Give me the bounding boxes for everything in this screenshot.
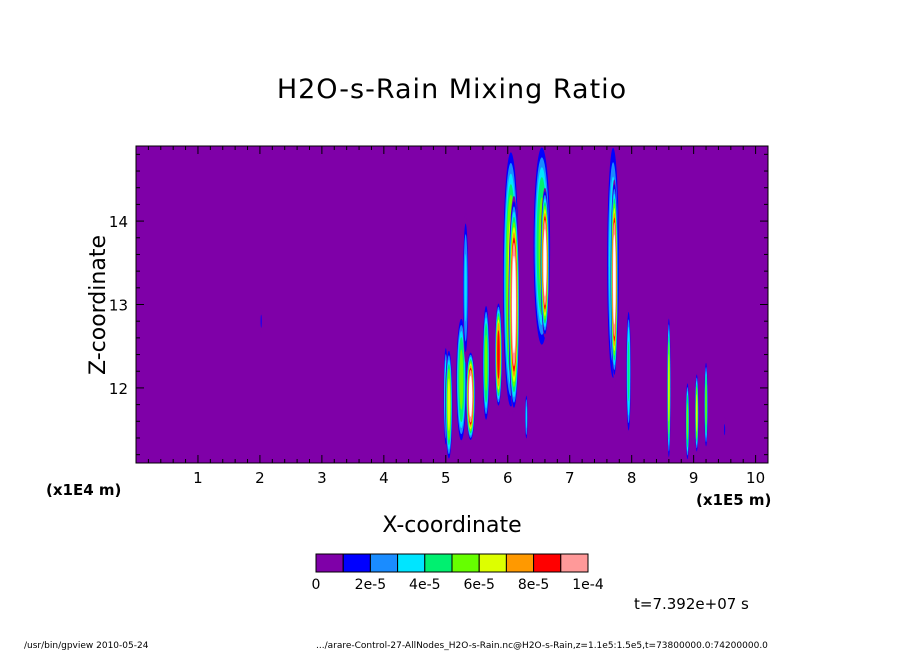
- x-tick-label: 8: [627, 469, 637, 487]
- y-tick-label: 13: [109, 297, 128, 315]
- colorbar-swatch: [505, 553, 535, 573]
- colorbar-tick-label: 2e-5: [355, 577, 386, 593]
- heatmap-cell-core: [543, 229, 547, 297]
- x-tick-label: 6: [503, 469, 513, 487]
- colorbar-swatch: [315, 553, 344, 573]
- x-tick-label: 1: [193, 469, 203, 487]
- heatmap-cell-core: [686, 402, 689, 441]
- heatmap-cell-core: [627, 341, 630, 402]
- heatmap-cell-core: [668, 354, 670, 422]
- heatmap-cell-core: [260, 314, 262, 328]
- heatmap-cell-core: [468, 375, 473, 417]
- heatmap-cells: [259, 146, 727, 463]
- y-tick-label: 14: [109, 213, 128, 231]
- colorbar-swatch: [533, 553, 562, 573]
- x-tick-label: 4: [379, 469, 389, 487]
- colorbar-swatch: [560, 553, 589, 573]
- x-tick-label: 10: [746, 469, 765, 487]
- x-scale-label: (x1E5 m): [696, 491, 772, 509]
- x-tick-label: 9: [689, 469, 699, 487]
- heatmap-cell-core: [525, 405, 527, 429]
- colorbar-tick-label: 6e-5: [463, 577, 494, 593]
- heatmap-cell-core: [613, 234, 616, 325]
- colorbar-tick-label: 0: [312, 577, 321, 593]
- time-label: t=7.392e+07 s: [634, 595, 749, 613]
- x-tick-label: 3: [317, 469, 327, 487]
- colorbar-tick-label: 8e-5: [518, 577, 549, 593]
- heatmap-cell-core: [484, 334, 488, 392]
- colorbar-swatch: [397, 553, 426, 573]
- heatmap-cell-core: [464, 254, 467, 322]
- footer-program-date: /usr/bin/gpview 2010-05-24: [24, 641, 149, 651]
- heatmap-cell-core: [696, 394, 698, 432]
- colorbar-swatch: [451, 553, 480, 573]
- x-tick-label: 2: [255, 469, 265, 487]
- colorbar-tick-label: 4e-5: [409, 577, 440, 593]
- heatmap-cell-core: [724, 424, 726, 436]
- heatmap-cell-core: [497, 330, 500, 379]
- heatmap-cell-core: [459, 349, 464, 410]
- colorbar-swatch: [424, 553, 453, 573]
- x-tick-label: 7: [565, 469, 575, 487]
- x-axis-label: X-coordinate: [382, 513, 522, 538]
- chart-title: H2O-s-Rain Mixing Ratio: [276, 74, 628, 105]
- heatmap-cell-core: [447, 378, 451, 431]
- colorbar-tick-label: 1e-4: [572, 577, 604, 593]
- footer-source-file: .../arare-Control-27-AllNodes_H2O-s-Rain…: [316, 641, 768, 651]
- y-scale-label: (x1E4 m): [46, 481, 122, 499]
- heatmap-cell-core: [705, 383, 707, 426]
- colorbar-swatch: [369, 553, 399, 573]
- heatmap-cell-core: [512, 255, 516, 354]
- y-tick-label: 12: [109, 380, 128, 398]
- colorbar-swatch: [342, 553, 371, 573]
- colorbar-swatch: [478, 553, 507, 573]
- x-tick-label: 5: [441, 469, 451, 487]
